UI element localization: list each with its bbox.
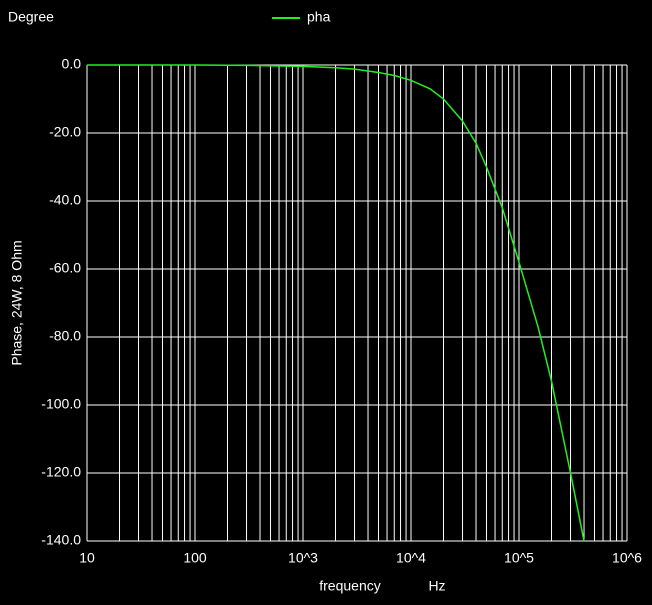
- x-axis-unit: Hz: [428, 578, 445, 594]
- y-tick-label: -100.0: [41, 396, 81, 412]
- y-tick-label: -80.0: [49, 328, 81, 344]
- y-tick-label: -20.0: [49, 124, 81, 140]
- y-axis-label: Phase, 24W, 8 Ohm: [9, 240, 25, 365]
- x-tick-label: 10^6: [612, 550, 642, 566]
- x-tick-label: 10: [79, 550, 95, 566]
- y-tick-label: -120.0: [41, 464, 81, 480]
- y-tick-label: -40.0: [49, 192, 81, 208]
- x-tick-label: 10^3: [288, 550, 318, 566]
- x-tick-label: 100: [183, 550, 207, 566]
- chart-title: Degree: [8, 9, 54, 25]
- series-line: [87, 64, 585, 542]
- x-tick-label: 10^5: [504, 550, 534, 566]
- y-tick-label: 0.0: [62, 56, 82, 72]
- y-tick-label: -140.0: [41, 532, 81, 548]
- x-axis-label: frequency: [319, 578, 380, 594]
- legend-label: pha: [307, 9, 331, 25]
- y-tick-label: -60.0: [49, 260, 81, 276]
- x-tick-label: 10^4: [396, 550, 426, 566]
